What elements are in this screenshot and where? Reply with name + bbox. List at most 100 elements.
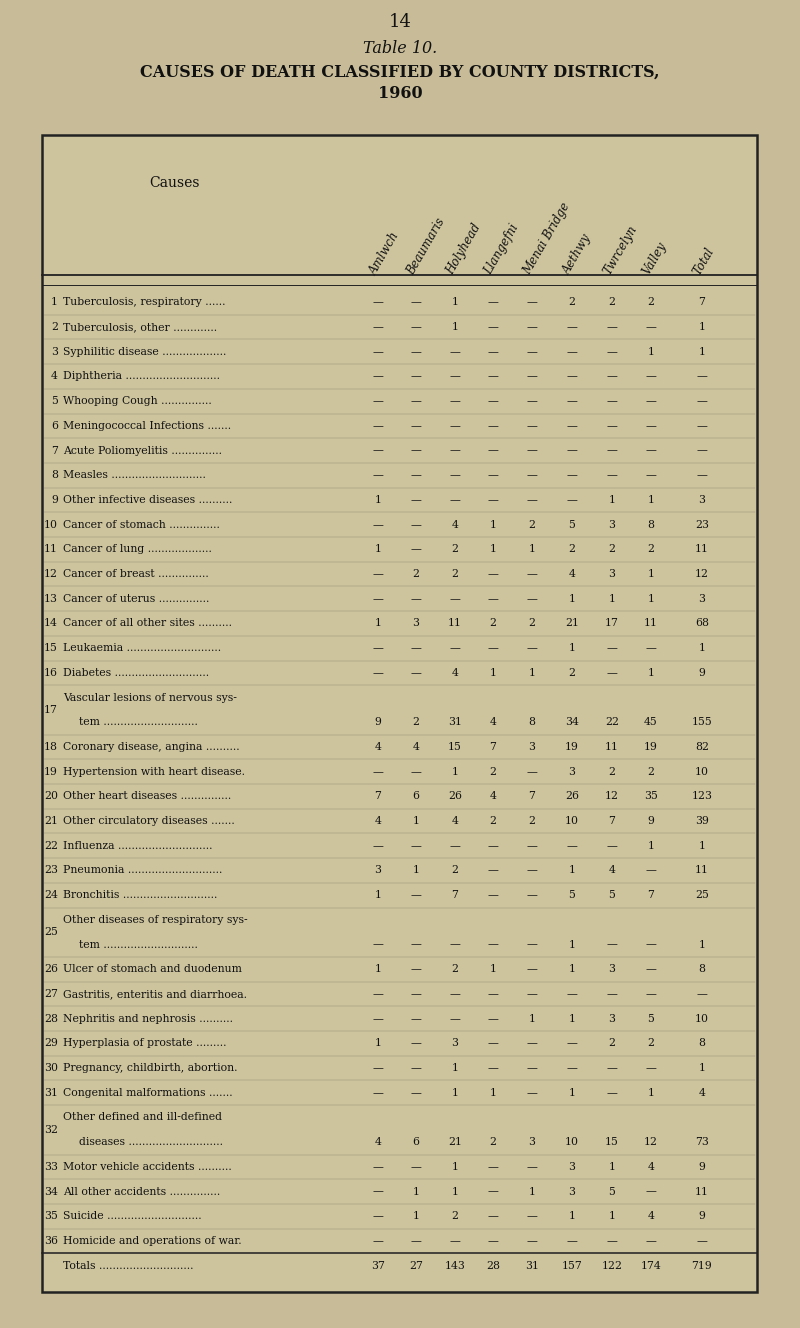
- Text: All other accidents ...............: All other accidents ...............: [63, 1186, 220, 1197]
- Text: 7: 7: [51, 446, 58, 456]
- Text: —: —: [410, 939, 422, 950]
- Text: 21: 21: [448, 1137, 462, 1147]
- Text: 34: 34: [565, 717, 579, 728]
- Text: —: —: [373, 297, 383, 307]
- Text: —: —: [410, 841, 422, 851]
- Text: 1: 1: [51, 297, 58, 307]
- Text: —: —: [526, 643, 538, 653]
- Text: 1: 1: [698, 939, 706, 950]
- Text: 3: 3: [609, 570, 615, 579]
- Text: 1: 1: [374, 890, 382, 900]
- Text: Leukaemia ............................: Leukaemia ............................: [63, 643, 221, 653]
- Text: 3: 3: [569, 1162, 575, 1171]
- Text: —: —: [487, 297, 498, 307]
- Text: 1: 1: [609, 1211, 615, 1222]
- Text: 30: 30: [44, 1062, 58, 1073]
- Text: —: —: [410, 446, 422, 456]
- Text: 21: 21: [44, 815, 58, 826]
- Text: 1: 1: [569, 643, 575, 653]
- Text: 1: 1: [490, 964, 497, 975]
- Text: 4: 4: [490, 717, 497, 728]
- Text: —: —: [487, 372, 498, 381]
- Text: 5: 5: [609, 890, 615, 900]
- Text: 2: 2: [490, 1137, 497, 1147]
- Text: —: —: [487, 890, 498, 900]
- Text: Coronary disease, angina ..........: Coronary disease, angina ..........: [63, 742, 240, 752]
- Text: —: —: [646, 323, 657, 332]
- Text: —: —: [487, 421, 498, 430]
- Text: 31: 31: [525, 1260, 539, 1271]
- Text: —: —: [487, 1162, 498, 1171]
- Text: 1: 1: [451, 297, 458, 307]
- Text: Other heart diseases ...............: Other heart diseases ...............: [63, 791, 231, 801]
- Text: 21: 21: [565, 619, 579, 628]
- Text: 1: 1: [698, 643, 706, 653]
- Text: —: —: [450, 1013, 461, 1024]
- Text: —: —: [450, 446, 461, 456]
- Text: —: —: [566, 446, 578, 456]
- Text: 4: 4: [490, 791, 497, 801]
- Text: 5: 5: [647, 1013, 654, 1024]
- Text: —: —: [526, 1088, 538, 1098]
- Text: Other diseases of respiratory sys-: Other diseases of respiratory sys-: [63, 915, 248, 924]
- Text: 13: 13: [44, 594, 58, 604]
- Text: —: —: [450, 470, 461, 481]
- Text: —: —: [606, 668, 618, 677]
- Text: 29: 29: [44, 1038, 58, 1048]
- Text: —: —: [526, 964, 538, 975]
- Text: —: —: [373, 1211, 383, 1222]
- Text: 35: 35: [644, 791, 658, 801]
- Text: —: —: [697, 372, 707, 381]
- Text: 1: 1: [529, 1186, 535, 1197]
- Text: —: —: [487, 841, 498, 851]
- Text: 22: 22: [605, 717, 619, 728]
- Text: 15: 15: [44, 643, 58, 653]
- Text: —: —: [450, 495, 461, 505]
- Text: —: —: [606, 396, 618, 406]
- Text: tem ............................: tem ............................: [79, 717, 198, 728]
- Text: Holyhead: Holyhead: [444, 222, 483, 278]
- Text: 35: 35: [44, 1211, 58, 1222]
- Text: 3: 3: [569, 1186, 575, 1197]
- Text: —: —: [410, 890, 422, 900]
- Text: 8: 8: [647, 519, 654, 530]
- Text: 36: 36: [44, 1236, 58, 1246]
- Text: tem ............................: tem ............................: [79, 939, 198, 950]
- Text: 27: 27: [409, 1260, 423, 1271]
- Text: 11: 11: [605, 742, 619, 752]
- Text: —: —: [450, 421, 461, 430]
- Text: —: —: [487, 1062, 498, 1073]
- Text: —: —: [526, 841, 538, 851]
- Text: Other circulatory diseases .......: Other circulatory diseases .......: [63, 815, 234, 826]
- Text: 1: 1: [647, 668, 654, 677]
- Text: 9: 9: [51, 495, 58, 505]
- Text: 1: 1: [569, 1088, 575, 1098]
- Text: 2: 2: [569, 297, 575, 307]
- Text: —: —: [566, 323, 578, 332]
- Text: —: —: [487, 470, 498, 481]
- Text: 18: 18: [44, 742, 58, 752]
- Text: —: —: [526, 890, 538, 900]
- Text: —: —: [487, 495, 498, 505]
- Text: —: —: [646, 396, 657, 406]
- Text: Causes: Causes: [150, 177, 200, 190]
- Text: 37: 37: [371, 1260, 385, 1271]
- Text: Bronchitis ............................: Bronchitis ............................: [63, 890, 218, 900]
- Text: 17: 17: [605, 619, 619, 628]
- Text: —: —: [373, 1162, 383, 1171]
- Text: 1: 1: [647, 841, 654, 851]
- Text: 3: 3: [374, 866, 382, 875]
- Text: —: —: [646, 939, 657, 950]
- Text: 9: 9: [374, 717, 382, 728]
- Text: —: —: [526, 570, 538, 579]
- Text: 4: 4: [647, 1211, 654, 1222]
- Text: 68: 68: [695, 619, 709, 628]
- Text: 3: 3: [698, 495, 706, 505]
- Text: —: —: [606, 470, 618, 481]
- Text: 11: 11: [695, 544, 709, 554]
- Text: 11: 11: [44, 544, 58, 554]
- Text: 34: 34: [44, 1186, 58, 1197]
- Text: 719: 719: [692, 1260, 712, 1271]
- Text: —: —: [373, 1062, 383, 1073]
- Text: 1: 1: [490, 544, 497, 554]
